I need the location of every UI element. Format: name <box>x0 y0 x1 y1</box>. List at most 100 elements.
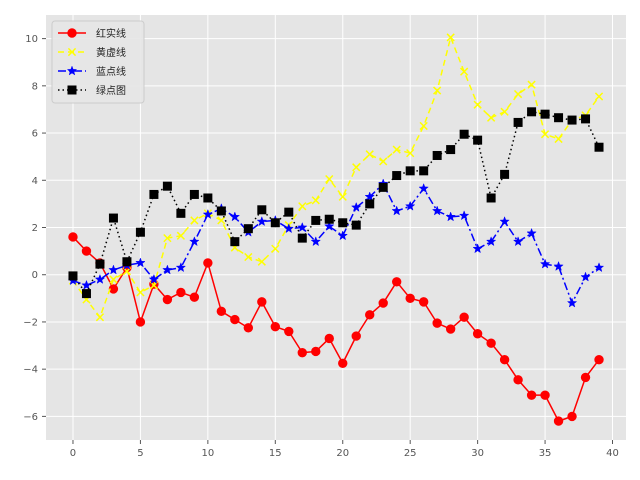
data-point <box>297 221 308 232</box>
legend-box <box>51 20 145 104</box>
data-point <box>176 287 186 298</box>
y-tick-label: −2 <box>23 317 38 328</box>
legend-item: 蓝点线 <box>58 65 126 78</box>
data-point <box>432 318 442 328</box>
data-point <box>68 232 78 242</box>
y-tick-label: 4 <box>32 176 38 187</box>
y-tick-label: 10 <box>25 34 38 45</box>
data-point <box>500 107 509 116</box>
data-point <box>352 163 361 172</box>
data-point <box>176 208 186 218</box>
data-point <box>513 375 523 385</box>
data-point <box>418 183 429 194</box>
data-point <box>81 279 92 290</box>
data-point <box>338 192 347 201</box>
y-tick-label: −6 <box>23 412 38 423</box>
data-point <box>324 220 335 231</box>
data-point <box>325 174 334 184</box>
x-tick-label: 0 <box>70 448 76 459</box>
data-point <box>460 67 469 76</box>
data-point <box>433 86 442 95</box>
data-point <box>68 271 78 281</box>
data-point <box>284 207 294 217</box>
data-point <box>553 416 564 426</box>
data-point <box>257 297 267 307</box>
legend-item: 绿点图 <box>58 84 126 97</box>
data-point <box>593 262 605 273</box>
data-point <box>486 338 496 348</box>
x-tick-label: 40 <box>606 448 619 459</box>
series-1 <box>68 232 604 426</box>
data-point <box>365 150 374 159</box>
data-point <box>310 236 322 247</box>
data-point <box>459 129 469 139</box>
data-point <box>190 216 199 225</box>
data-point <box>163 233 172 243</box>
data-point <box>405 293 415 304</box>
data-point <box>324 214 334 224</box>
data-point <box>445 211 456 222</box>
data-point <box>473 100 482 109</box>
data-point <box>148 273 160 284</box>
data-point <box>297 233 307 243</box>
legend-item: 红实线 <box>58 27 126 40</box>
data-point <box>404 200 416 211</box>
legend-marker <box>67 47 77 57</box>
data-point <box>175 262 187 273</box>
data-point <box>378 298 388 308</box>
data-point <box>392 171 402 181</box>
data-point <box>95 259 105 269</box>
data-point <box>351 220 361 230</box>
data-point <box>472 243 483 254</box>
data-point <box>365 199 375 209</box>
data-point <box>567 411 577 422</box>
data-point <box>392 145 401 154</box>
data-point <box>553 260 564 271</box>
data-point <box>229 211 241 222</box>
data-point <box>554 113 564 123</box>
data-point <box>554 134 563 144</box>
data-point <box>458 210 470 221</box>
data-point <box>297 347 307 358</box>
data-point <box>526 390 537 400</box>
data-point <box>162 264 173 275</box>
data-point <box>108 213 118 223</box>
series-4 <box>68 107 604 299</box>
data-point <box>566 297 578 308</box>
x-tick-label: 35 <box>539 448 552 459</box>
data-point <box>406 148 415 158</box>
data-point <box>230 314 240 325</box>
data-point <box>94 273 106 284</box>
data-point <box>378 182 388 192</box>
data-point <box>580 271 591 282</box>
data-point <box>162 294 173 305</box>
data-point <box>135 257 146 268</box>
data-point <box>364 191 375 202</box>
data-point <box>526 227 537 238</box>
data-point <box>311 215 321 225</box>
data-point <box>527 107 537 117</box>
data-point <box>445 324 456 334</box>
data-point <box>486 113 496 122</box>
x-tick-label: 20 <box>336 448 349 459</box>
legend-label: 红实线 <box>96 27 126 40</box>
data-point <box>419 166 429 176</box>
data-point <box>338 218 348 228</box>
data-point <box>432 150 442 160</box>
data-point <box>365 310 375 320</box>
data-point <box>431 205 443 216</box>
data-point <box>162 181 172 191</box>
tick-labels: 0 5 10 15 20 25 30 35 40 −6 −4 −2 0 2 4 6 8 10 <box>23 34 619 459</box>
data-point <box>81 246 92 256</box>
data-point <box>257 205 267 215</box>
x-tick-label: 30 <box>471 448 484 459</box>
data-point <box>540 390 550 400</box>
legend-marker <box>66 65 78 76</box>
data-point <box>527 80 536 89</box>
data-point <box>499 216 510 227</box>
legend-marker <box>67 28 77 38</box>
data-point <box>419 121 428 131</box>
y-tick-label: 6 <box>32 129 38 140</box>
data-point <box>257 257 266 266</box>
